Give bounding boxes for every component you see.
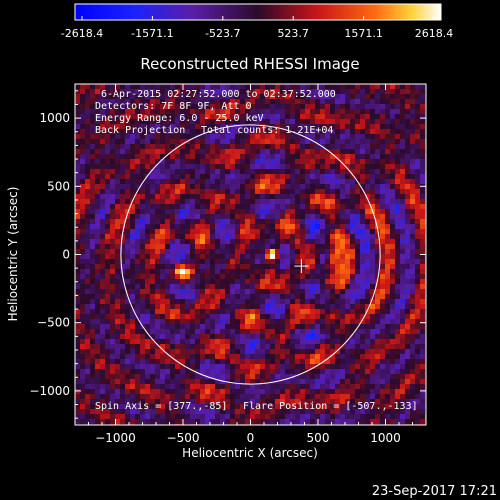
colorbar-tick-label: 2618.4: [415, 27, 454, 40]
y-tick-label: −500: [37, 316, 70, 330]
plot-title: Reconstructed RHESSI Image: [140, 55, 359, 73]
x-tick-label: 0: [247, 431, 255, 445]
y-tick-label: 1000: [39, 111, 70, 125]
y-axis: −1000 −500 0 500 1000: [29, 90, 426, 419]
annotation-energy: Energy Range: 6.0 - 25.0 keV: [95, 113, 264, 124]
annotation-time-range: 6-Apr-2015 02:27:52.000 to 02:37:52.000: [101, 89, 336, 100]
colorbar-tick-label: -1571.1: [131, 27, 173, 40]
x-tick-label: 1000: [370, 431, 401, 445]
heatmap-image: [75, 84, 426, 425]
annotation-spin-axis: Spin Axis = [377.,-85]: [95, 401, 227, 412]
annotation-block: 6-Apr-2015 02:27:52.000 to 02:37:52.000 …: [95, 89, 418, 412]
y-tick-label: 0: [62, 248, 70, 262]
annotation-detectors: Detectors: 7F 8F 9F, Att 0: [95, 101, 252, 112]
annotation-flare-position: Flare Position = [-507.,-133]: [243, 401, 418, 412]
colorbar-gradient: [74, 3, 442, 21]
flare-marker-cross: [294, 259, 309, 274]
x-tick-label: −1000: [95, 431, 136, 445]
x-tick-label: 500: [307, 431, 330, 445]
colorbar: -2618.4 -1571.1 -523.7 523.7 1571.1 2618.4: [61, 3, 453, 40]
colorbar-tick-label: 1571.1: [344, 27, 383, 40]
footer-timestamp: 23-Sep-2017 17:21: [372, 484, 497, 499]
y-tick-label: −1000: [29, 384, 70, 398]
colorbar-tick-label: -2618.4: [61, 27, 103, 40]
x-axis-label: Heliocentric X (arcsec): [182, 446, 318, 460]
colorbar-ticks: -2618.4 -1571.1 -523.7 523.7 1571.1 2618.4: [61, 16, 453, 40]
colorbar-tick-label: -523.7: [205, 27, 240, 40]
colorbar-tick-label: 523.7: [277, 27, 309, 40]
solar-limb-circle: [120, 124, 381, 385]
image-area: 6-Apr-2015 02:27:52.000 to 02:37:52.000 …: [74, 83, 427, 426]
y-tick-label: 500: [47, 179, 70, 193]
annotation-counts: Total counts: 1.21E+04: [201, 125, 333, 136]
x-axis: −1000 −500 0 500 1000: [88, 84, 413, 445]
x-tick-label: −500: [167, 431, 200, 445]
annotation-method: Back Projection: [95, 125, 185, 136]
y-axis-label: Heliocentric Y (arcsec): [6, 187, 20, 322]
